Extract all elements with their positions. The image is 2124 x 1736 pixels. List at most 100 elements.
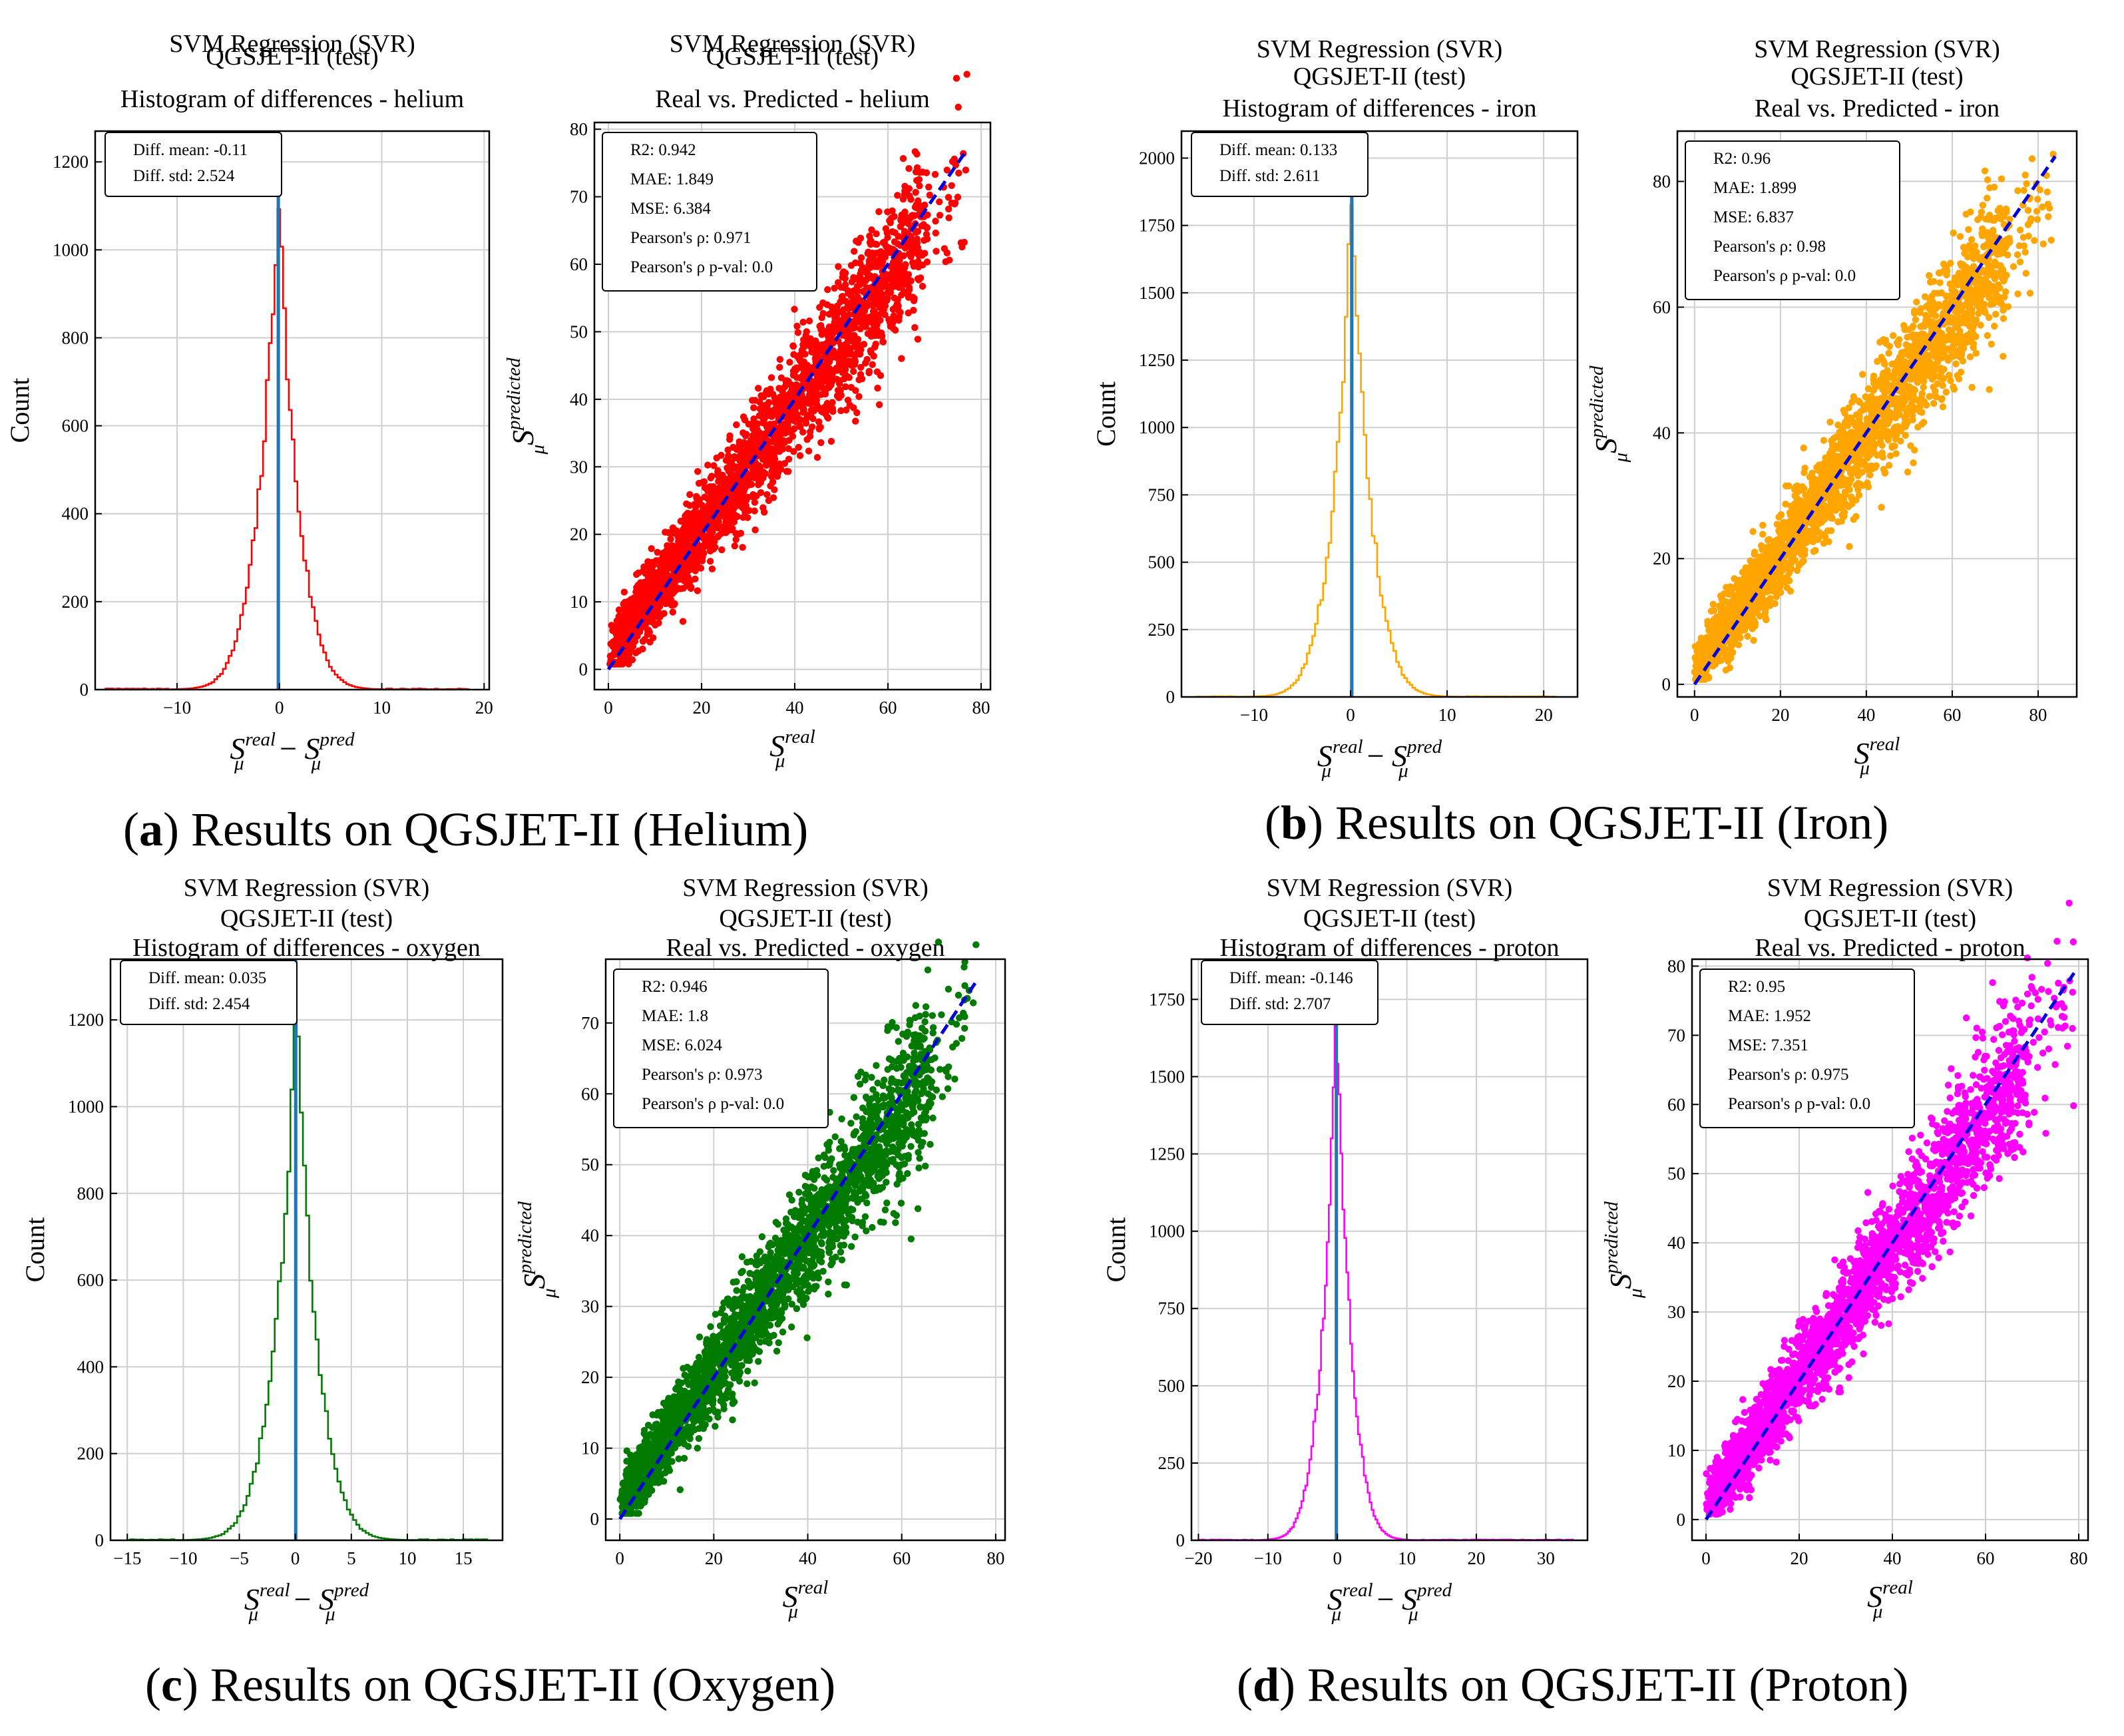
scatter-point <box>848 350 855 358</box>
scatter-helium-ytick-label: 0 <box>579 660 588 680</box>
scatter-point <box>749 469 757 477</box>
scatter-point <box>726 435 734 443</box>
scatter-point <box>861 319 868 327</box>
scatter-point <box>835 263 842 270</box>
scatter-point <box>1936 279 1944 286</box>
hist-iron-xtick-label: 10 <box>1438 705 1456 725</box>
scatter-point <box>765 444 772 451</box>
scatter-point <box>686 502 694 509</box>
scatter-point <box>1970 343 1977 351</box>
scatter-point <box>838 308 845 316</box>
scatter-point <box>644 558 652 565</box>
scatter-point <box>692 515 699 523</box>
scatter-point <box>913 241 921 249</box>
scatter-point <box>1739 585 1747 592</box>
scatter-point <box>877 372 885 379</box>
scatter-point <box>867 274 874 282</box>
scatter-point <box>919 282 927 290</box>
scatter-point <box>818 314 825 322</box>
scatter-point <box>733 421 740 429</box>
scatter-point <box>800 343 807 351</box>
hist-helium-ytick-label: 1000 <box>53 240 89 260</box>
scatter-point <box>1787 587 1795 595</box>
scatter-point <box>815 418 823 425</box>
scatter-point <box>1966 353 1974 361</box>
scatter-point <box>2010 263 2018 270</box>
scatter-point <box>659 552 666 560</box>
scatter-point <box>724 446 732 454</box>
hist-helium-stats-box <box>105 132 282 197</box>
scatter-point <box>921 250 929 257</box>
scatter-point <box>1964 338 1972 345</box>
scatter-point <box>1870 375 1877 383</box>
scatter-point <box>714 524 722 532</box>
scatter-helium-stats-line-5: Pearson's ρ p-val: 0.0 <box>630 258 773 276</box>
scatter-point <box>2033 216 2041 223</box>
scatter-point <box>1765 596 1773 604</box>
scatter-point <box>784 428 791 436</box>
scatter-point <box>817 439 825 447</box>
scatter-point <box>2033 208 2041 215</box>
scatter-point <box>1965 226 1972 233</box>
scatter-point <box>635 569 642 576</box>
scatter-point <box>1717 592 1725 600</box>
scatter-point <box>706 541 713 548</box>
scatter-point <box>821 387 829 395</box>
scatter-point <box>857 371 865 378</box>
scatter-point <box>786 359 793 366</box>
scatter-point <box>782 379 790 386</box>
scatter-point <box>1871 401 1879 409</box>
scatter-point <box>719 471 726 479</box>
scatter-point <box>2036 186 2043 194</box>
scatter-point <box>1956 345 1964 353</box>
scatter-point <box>799 407 807 414</box>
scatter-point <box>1984 260 1992 268</box>
scatter-point <box>679 618 687 625</box>
scatter-point <box>851 339 859 347</box>
scatter-point <box>1863 403 1870 411</box>
scatter-point <box>776 363 783 371</box>
scatter-point <box>647 576 655 583</box>
scatter-point <box>1726 664 1734 672</box>
scatter-point <box>951 155 958 163</box>
scatter-point <box>905 165 913 172</box>
scatter-point <box>912 168 920 176</box>
scatter-helium-xtick-label: 40 <box>786 698 804 718</box>
scatter-helium-title-line-3: Real vs. Predicted - helium <box>655 85 930 113</box>
hist-helium-xtick-label: 10 <box>373 698 391 718</box>
scatter-point <box>803 328 811 335</box>
scatter-point <box>875 208 883 216</box>
scatter-point <box>824 286 831 294</box>
scatter-point <box>847 262 855 269</box>
scatter-point <box>887 289 895 296</box>
scatter-point <box>760 509 768 516</box>
scatter-point <box>1956 233 1964 240</box>
scatter-point <box>763 491 771 499</box>
scatter-point <box>1920 383 1927 391</box>
scatter-point <box>1866 471 1874 479</box>
scatter-point <box>722 489 730 497</box>
scatter-point <box>1763 616 1770 624</box>
scatter-point <box>850 404 857 411</box>
scatter-point <box>881 254 889 261</box>
scatter-point <box>845 332 852 339</box>
hist-iron-xtick-label: 0 <box>1346 705 1355 725</box>
hist-iron-ytick-label: 1000 <box>1139 417 1175 437</box>
scatter-point <box>1968 236 1976 244</box>
scatter-point <box>736 438 743 445</box>
scatter-point <box>620 588 628 596</box>
scatter-point <box>790 448 797 455</box>
scatter-point <box>1930 399 1938 407</box>
scatter-helium-xtick-label: 0 <box>604 698 613 718</box>
scatter-point <box>695 479 703 487</box>
scatter-point <box>1898 349 1906 357</box>
scatter-point <box>1930 311 1938 318</box>
scatter-helium-xtick-label: 80 <box>972 698 990 718</box>
scatter-point <box>945 205 953 213</box>
scatter-point <box>1914 379 1922 386</box>
scatter-point <box>731 542 739 550</box>
hist-helium-xtick-label: 20 <box>475 698 493 718</box>
scatter-point <box>914 335 922 343</box>
scatter-point <box>2021 248 2029 256</box>
scatter-point <box>891 229 899 236</box>
